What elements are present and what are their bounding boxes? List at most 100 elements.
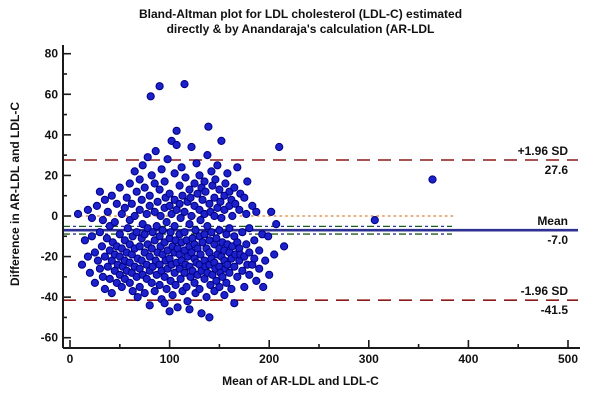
scatter-point (115, 183, 124, 192)
scatter-point (370, 216, 379, 225)
lower-limit-value: -41.5 (540, 303, 568, 317)
scatter-point (211, 175, 220, 184)
scatter-point (140, 183, 149, 192)
scatter-point (77, 260, 87, 269)
scatter-point (151, 147, 160, 156)
scatter-point (80, 236, 90, 245)
scatter-point (155, 82, 164, 91)
x-tick-label: 300 (359, 352, 379, 366)
scatter-point (197, 309, 206, 318)
scatter-point (267, 207, 276, 216)
scatter-point (140, 289, 149, 298)
scatter-point (242, 240, 251, 249)
scatter-point (160, 272, 169, 281)
scatter-point (207, 228, 216, 237)
scatter-point (190, 179, 199, 188)
x-tick-label: 500 (558, 352, 578, 366)
scatter-point (196, 216, 205, 225)
scatter-point (168, 291, 177, 300)
scatter-point (165, 307, 174, 316)
scatter-point (245, 248, 254, 257)
scatter-point (175, 181, 184, 190)
scatter-point (182, 282, 191, 292)
scatter-point (212, 234, 221, 243)
scatter-point (240, 193, 249, 202)
scatter-point (90, 278, 100, 287)
chart-title-line2: directly & by Anandaraja's calculation (… (166, 22, 435, 36)
scatter-point (148, 228, 157, 237)
scatter-point (187, 211, 196, 221)
scatter-point (203, 151, 212, 160)
scatter-point (100, 284, 110, 294)
scatter-point (217, 136, 226, 145)
scatter-point (152, 222, 161, 231)
scatter-point (145, 201, 154, 210)
scatter-point (252, 207, 261, 216)
scatter-point (223, 169, 232, 178)
scatter-point (158, 226, 167, 235)
scatter-point (153, 197, 162, 206)
scatter-point (100, 252, 110, 261)
scatter-point (145, 191, 154, 200)
scatter-point (98, 272, 108, 281)
x-tick-label: 0 (67, 352, 74, 366)
scatter-point (83, 252, 93, 261)
scatter-point (191, 226, 200, 235)
scatter-point (185, 305, 194, 314)
y-tick-label: 20 (45, 168, 59, 182)
scatter-point (107, 191, 116, 200)
scatter-point (227, 284, 236, 294)
scatter-point (220, 291, 229, 300)
scatter-point (202, 293, 211, 302)
scatter-point (160, 299, 169, 308)
scatter-point (102, 234, 112, 243)
y-tick-label: -40 (41, 290, 59, 304)
scatter-point (85, 268, 95, 277)
scatter-point (137, 195, 146, 204)
scatter-point (231, 199, 240, 208)
scatter-point (200, 230, 209, 239)
scatter-point (242, 209, 251, 219)
scatter-point (155, 280, 164, 290)
scatter-point (147, 244, 156, 253)
scatter-point (248, 201, 257, 210)
scatter-point (221, 179, 230, 188)
scatter-point (142, 209, 151, 219)
scatter-point (128, 287, 137, 296)
x-tick-label: 200 (259, 352, 279, 366)
scatter-point (133, 293, 142, 302)
scatter-point (172, 126, 181, 135)
scatter-point (255, 264, 264, 273)
scatter-point (180, 228, 189, 237)
scatter-point (160, 177, 169, 186)
scatter-point (122, 193, 131, 202)
scatter-point (97, 242, 107, 251)
scatter-point (233, 163, 242, 172)
scatter-point (143, 153, 152, 162)
scatter-point (233, 272, 242, 281)
scatter-point (270, 250, 279, 259)
scatter-point (176, 213, 185, 223)
scatter-point (210, 193, 219, 202)
scatter-point (205, 199, 214, 208)
scatter-point (275, 142, 284, 152)
scatter-point (145, 252, 154, 261)
scatter-point (115, 230, 124, 239)
x-axis-label: Mean of AR-LDL and LDL-C (222, 374, 379, 388)
scatter-point (185, 220, 194, 229)
x-tick-label: 400 (458, 352, 478, 366)
x-tick-label: 100 (160, 352, 180, 366)
scatter-point (93, 256, 103, 265)
scatter-point (178, 191, 187, 200)
scatter-point (87, 213, 97, 223)
scatter-point (206, 280, 215, 290)
scatter-point (181, 173, 190, 182)
scatter-point (132, 187, 141, 196)
scatter-point (150, 179, 159, 188)
scatter-point (127, 199, 136, 208)
y-tick-label: -60 (41, 331, 59, 345)
scatter-point (265, 270, 274, 279)
scatter-point (180, 207, 189, 216)
scatter-point (132, 228, 141, 237)
